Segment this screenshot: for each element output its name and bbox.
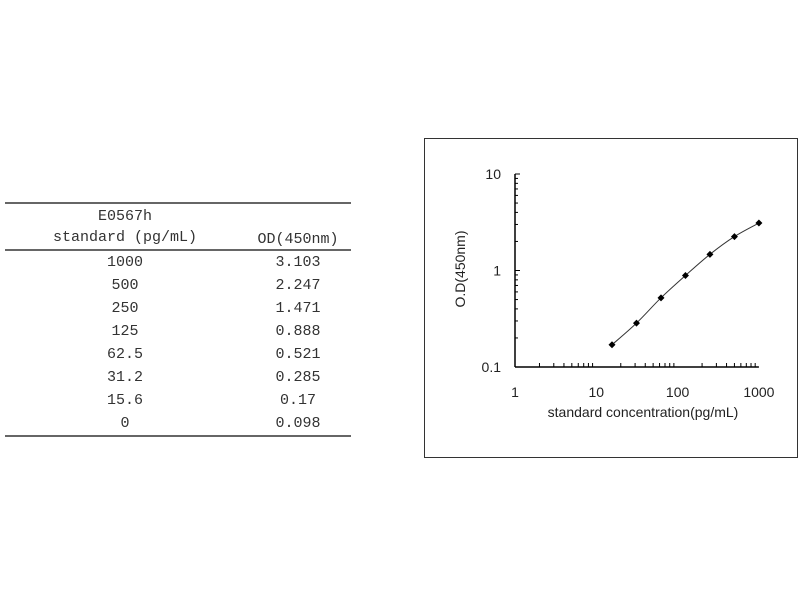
table-row: 62.5 0.521 xyxy=(5,343,351,366)
x-axis-label: standard concentration(pg/mL) xyxy=(548,404,739,420)
data-point xyxy=(608,341,616,349)
cell-od: 2.247 xyxy=(275,277,321,294)
cell-standard: 15.6 xyxy=(106,392,143,409)
series-curve xyxy=(611,222,760,346)
standard-curve-chart: 1 10 100 1000 0.1 1 10 standard concentration(… xyxy=(452,166,775,420)
data-point xyxy=(706,250,714,258)
y-tick-label: 0.1 xyxy=(482,359,502,375)
header-od: OD(450nm) xyxy=(257,231,339,248)
x-tick-label: 10 xyxy=(589,384,605,400)
cell-od: 0.888 xyxy=(275,323,321,340)
cell-standard: 1000 xyxy=(106,254,143,271)
table-header-rule xyxy=(5,249,351,251)
cell-od: 0.17 xyxy=(279,392,316,409)
cell-od: 0.098 xyxy=(275,415,321,432)
x-tick-label: 100 xyxy=(666,384,690,400)
table-bottom-rule xyxy=(5,435,351,437)
data-point xyxy=(632,319,640,327)
table-row: 500 2.247 xyxy=(5,274,351,297)
y-axis-label: O.D(450nm) xyxy=(452,230,468,307)
table-row: 250 1.471 xyxy=(5,297,351,320)
y-tick-label: 1 xyxy=(493,263,501,279)
cell-od: 1.471 xyxy=(275,300,321,317)
data-point xyxy=(681,271,689,279)
cell-standard: 250 xyxy=(111,300,139,317)
cell-od: 0.285 xyxy=(275,369,321,386)
data-point xyxy=(755,219,763,227)
header-standard-line2: standard (pg/mL) xyxy=(52,229,198,246)
cell-standard: 500 xyxy=(111,277,139,294)
cell-standard: 0 xyxy=(120,415,130,432)
table-header: E0567h standard (pg/mL) OD(450nm) xyxy=(5,204,351,249)
table-row: 0 0.098 xyxy=(5,412,351,435)
standard-table: E0567h standard (pg/mL) OD(450nm) 1000 3.… xyxy=(5,202,351,437)
cell-standard: 62.5 xyxy=(106,346,143,363)
data-point xyxy=(657,294,665,302)
data-point xyxy=(730,233,738,241)
header-standard-line1: E0567h xyxy=(97,208,152,225)
table-row: 1000 3.103 xyxy=(5,251,351,274)
cell-standard: 31.2 xyxy=(106,369,143,386)
table-row: 31.2 0.285 xyxy=(5,366,351,389)
x-tick-label: 1000 xyxy=(743,384,774,400)
cell-standard: 125 xyxy=(111,323,139,340)
table-row: 125 0.888 xyxy=(5,320,351,343)
y-tick-label: 10 xyxy=(485,166,501,182)
x-tick-label: 1 xyxy=(511,384,519,400)
table-top-rule xyxy=(5,202,351,204)
cell-od: 3.103 xyxy=(275,254,321,271)
table-row: 15.6 0.17 xyxy=(5,389,351,412)
chart-frame: 1 10 100 1000 0.1 1 10 standard concentration(… xyxy=(424,138,798,458)
header-standard: E0567h standard (pg/mL) xyxy=(5,206,245,248)
cell-od: 0.521 xyxy=(275,346,321,363)
